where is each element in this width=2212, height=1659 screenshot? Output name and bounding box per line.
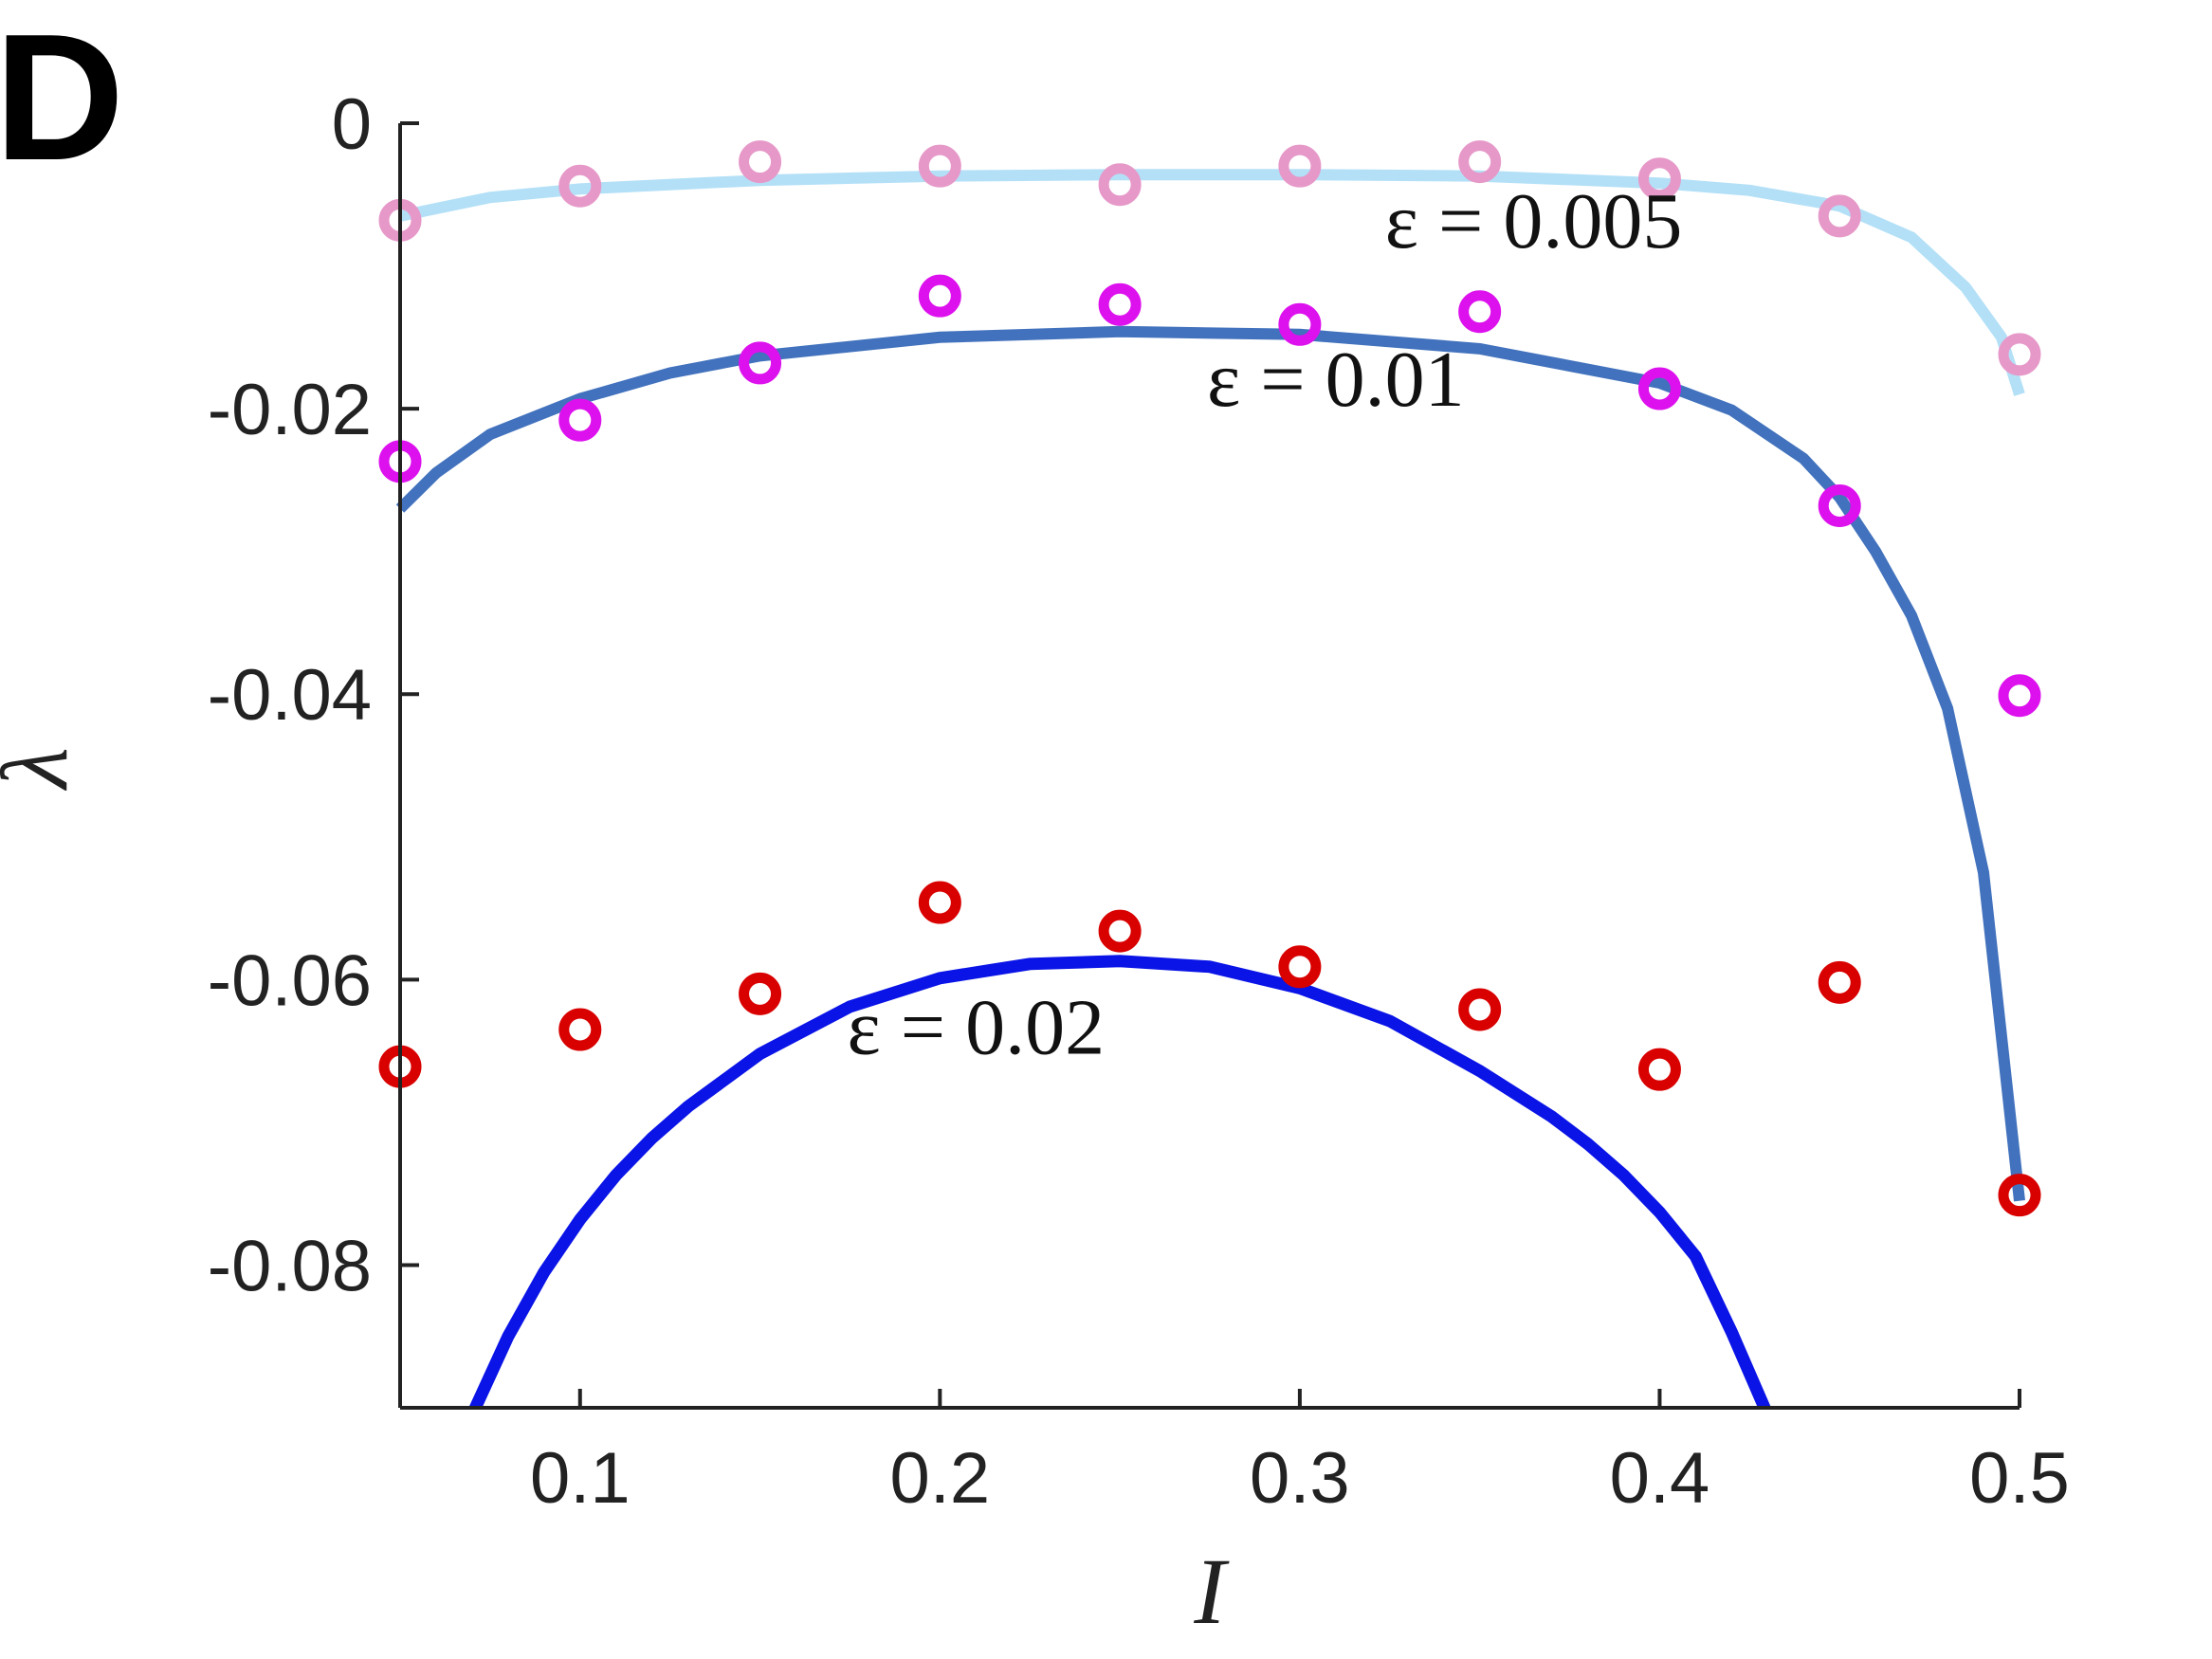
y-tick-label: -0.04 (208, 655, 372, 736)
x-axis-label: I (1193, 1539, 1230, 1644)
data-point (1998, 1174, 2041, 1217)
data-point (1637, 367, 1681, 410)
data-point (739, 341, 782, 385)
data-point (1278, 144, 1322, 188)
data-point (1098, 909, 1142, 953)
data-point (1818, 960, 1861, 1004)
data-point (1458, 988, 1502, 1031)
y-tick-label: -0.06 (208, 940, 372, 1021)
y-tick-label: -0.02 (208, 370, 372, 450)
data-point (1458, 290, 1502, 334)
data-point (1278, 945, 1322, 989)
data-point (1098, 163, 1142, 207)
data-point (918, 274, 961, 318)
data-point (558, 1008, 602, 1051)
annotation-label: ε = 0.02 (847, 984, 1105, 1072)
data-point (1818, 483, 1861, 527)
annotation-label: ε = 0.005 (1385, 177, 1683, 265)
data-point (918, 881, 961, 924)
data-point (918, 144, 961, 188)
data-point (1637, 157, 1681, 201)
data-point (558, 398, 602, 442)
data-point (558, 164, 602, 208)
data-point (1098, 283, 1142, 326)
x-tick-label: 0.4 (1610, 1438, 1710, 1519)
series-line-1 (395, 325, 2025, 1202)
data-point (1818, 194, 1861, 238)
x-tick-label: 0.3 (1250, 1438, 1350, 1519)
panel-label: D (0, 0, 124, 198)
data-point (1637, 1048, 1681, 1091)
plot-area (378, 140, 2041, 1408)
y-tick-label: -0.08 (208, 1226, 372, 1306)
axes (398, 123, 2020, 1410)
data-point (739, 140, 782, 184)
annotations: ε = 0.005 ε = 0.01 ε = 0.02 (847, 177, 1682, 1072)
data-point (1458, 140, 1502, 184)
annotation-label: ε = 0.01 (1207, 336, 1465, 424)
data-point (1278, 302, 1322, 346)
ticks: 0.1 0.2 0.3 0.4 0.5 0 -0.02 -0.04 -0.06 -0.08 (208, 84, 2070, 1519)
data-point (1998, 674, 2041, 718)
x-tick-label: 0.5 (1969, 1438, 2070, 1519)
data-point (739, 972, 782, 1015)
data-point (1998, 333, 2041, 376)
x-tick-label: 0.2 (890, 1438, 991, 1519)
y-axis-label: λ (0, 747, 87, 791)
y-tick-label: 0 (332, 84, 372, 165)
series-line-2 (468, 955, 1772, 1408)
x-tick-label: 0.1 (530, 1438, 631, 1519)
